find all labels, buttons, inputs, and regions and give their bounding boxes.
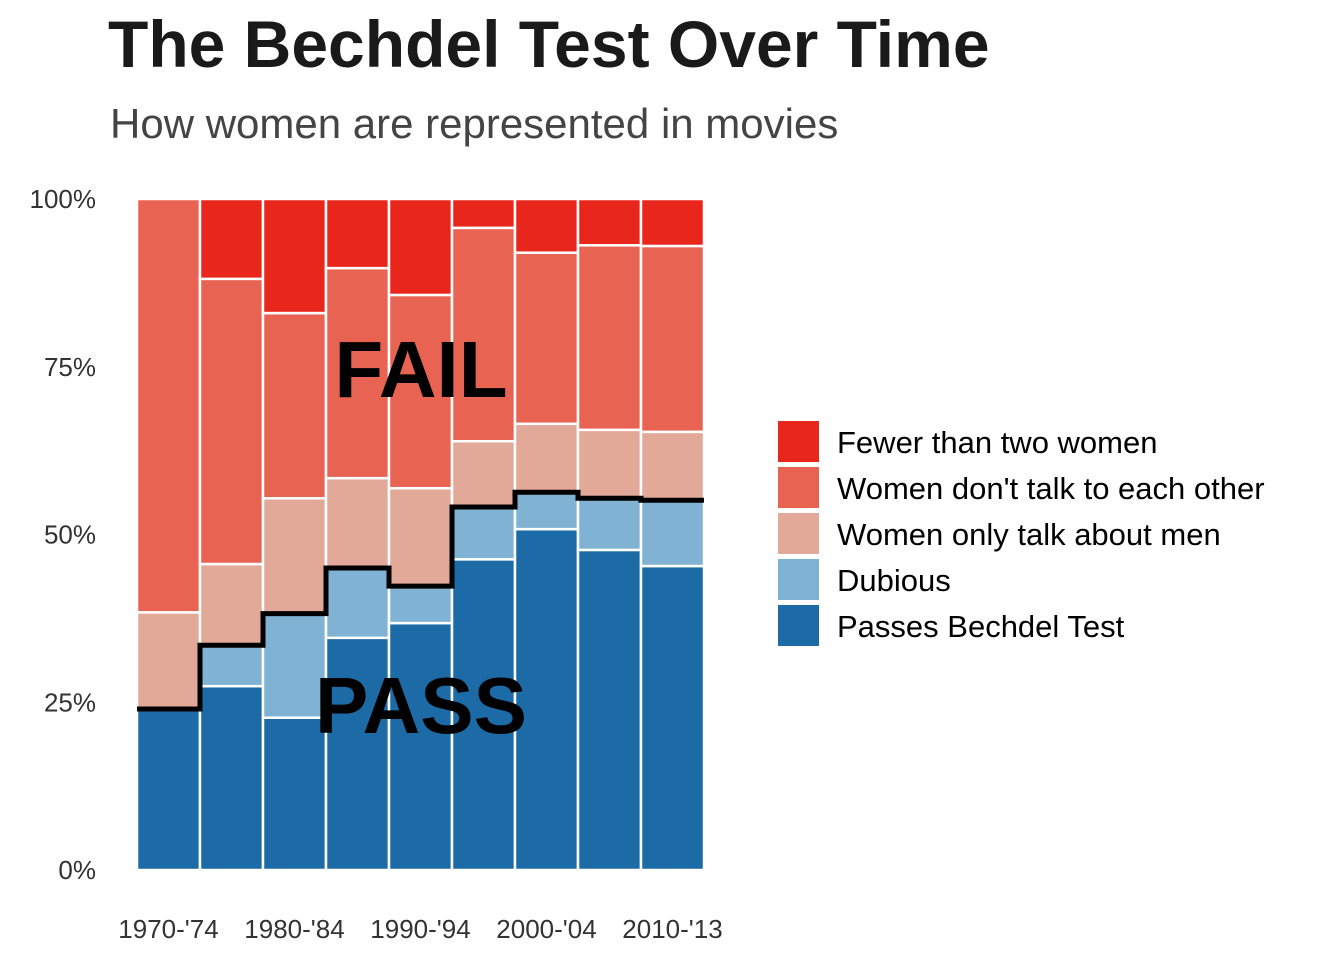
- chart-title: The Bechdel Test Over Time: [108, 7, 990, 81]
- x-tick-label: 2010-'13: [622, 914, 722, 944]
- bar-segment: [576, 197, 643, 247]
- bar-segment: [450, 226, 517, 443]
- bar-segment: [324, 197, 391, 270]
- bar-segment: [261, 311, 328, 500]
- bar-segment: [576, 548, 643, 872]
- legend-label: Women only talk about men: [837, 517, 1221, 552]
- bar-segment: [324, 566, 391, 640]
- bar-segment: [513, 197, 580, 254]
- bar-segment: [198, 277, 265, 566]
- legend-swatch: [778, 559, 819, 600]
- bar-segment: [261, 197, 328, 315]
- x-tick-label: 2000-'04: [496, 914, 596, 944]
- legend-swatch: [778, 513, 819, 554]
- bar-segment: [450, 439, 517, 509]
- bar-segment: [198, 643, 265, 688]
- bar-segment: [576, 428, 643, 500]
- bar-segment: [639, 564, 706, 872]
- x-tick-label: 1980-'84: [244, 914, 344, 944]
- bar-segment: [135, 197, 202, 614]
- legend-label: Fewer than two women: [837, 425, 1157, 460]
- bar-segment: [261, 497, 328, 615]
- bar-segment: [639, 197, 706, 248]
- pass-annotation: PASS: [315, 661, 527, 750]
- bar-segment: [135, 611, 202, 711]
- bar-segment: [450, 558, 517, 872]
- bar-segment: [450, 505, 517, 561]
- bar-segment: [387, 584, 454, 625]
- legend-swatch: [778, 421, 819, 462]
- bar-segment: [513, 422, 580, 494]
- pass-threshold-step-line: [137, 489, 704, 712]
- bar-segment: [198, 562, 265, 647]
- bar-segment: [198, 197, 265, 281]
- bar-segment: [450, 197, 517, 230]
- bar-segment: [387, 293, 454, 490]
- x-tick-label: 1970-'74: [118, 914, 218, 944]
- legend-label: Passes Bechdel Test: [837, 609, 1125, 644]
- legend-swatch: [778, 467, 819, 508]
- bar-segment: [639, 244, 706, 434]
- x-tick-label: 1990-'94: [370, 914, 470, 944]
- legend-label: Women don't talk to each other: [837, 471, 1265, 506]
- y-tick-label: 75%: [44, 352, 96, 382]
- y-tick-label: 0%: [58, 855, 96, 885]
- bar-segment: [324, 476, 391, 570]
- bar-segment: [387, 197, 454, 297]
- chart-subtitle: How women are represented in movies: [110, 100, 839, 147]
- bar-segment: [639, 430, 706, 502]
- y-tick-label: 25%: [44, 687, 96, 717]
- bar-segment: [576, 244, 643, 432]
- fail-annotation: FAIL: [334, 325, 507, 414]
- bar-segment: [513, 251, 580, 426]
- y-tick-label: 50%: [44, 520, 96, 550]
- y-tick-label: 100%: [30, 184, 97, 214]
- bar-segment: [387, 621, 454, 872]
- bar-segment: [135, 707, 202, 872]
- bar-segment: [387, 486, 454, 588]
- legend-label: Dubious: [837, 563, 951, 598]
- bar-segment: [639, 499, 706, 568]
- bar-segment: [576, 497, 643, 552]
- bar-segment: [198, 684, 265, 872]
- bar-segment: [513, 490, 580, 531]
- legend-swatch: [778, 605, 819, 646]
